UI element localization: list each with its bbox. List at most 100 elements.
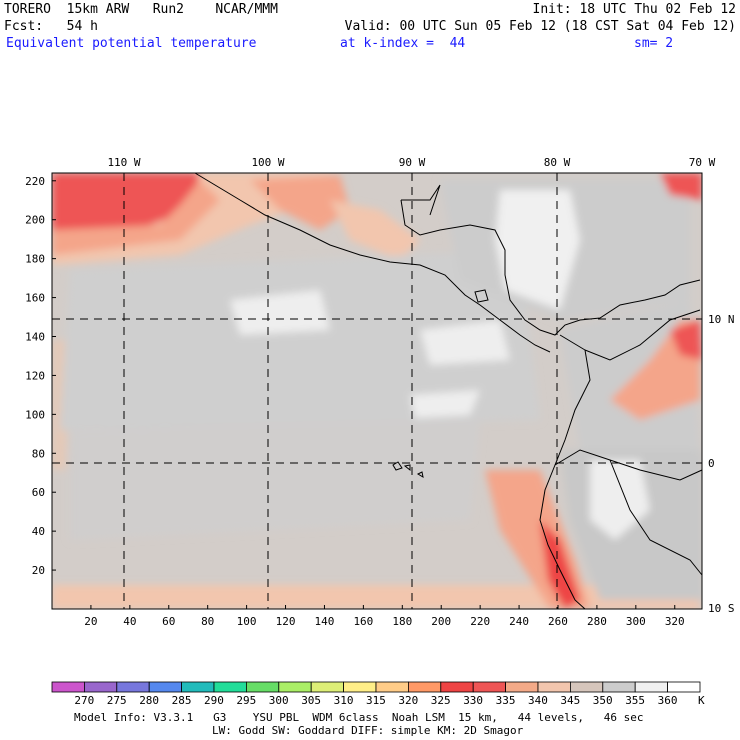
central-america-caribbean-coast bbox=[400, 199, 701, 336]
y-tick-label: 220 bbox=[25, 175, 45, 188]
lon-label-100w: 100 W bbox=[251, 156, 284, 169]
colorbar-swatch bbox=[116, 681, 150, 693]
colorbar-swatch bbox=[570, 681, 604, 693]
colorbar-level-label: 320 bbox=[398, 694, 419, 707]
nw-hot-region bbox=[52, 173, 200, 238]
header-title: TORERO 15km ARW Run2 NCAR/MMM bbox=[4, 2, 278, 17]
x-tick-label: 120 bbox=[276, 615, 296, 628]
x-tick-label: 40 bbox=[123, 615, 136, 628]
lat-label-10n: 10 N bbox=[708, 313, 735, 326]
colorbar-level-label: 355 bbox=[625, 694, 646, 707]
colorbar-swatch bbox=[375, 681, 409, 693]
colorbar-swatch bbox=[602, 681, 636, 693]
caribbean-white bbox=[495, 190, 580, 310]
colorbar-swatch bbox=[537, 681, 571, 693]
plot-frame bbox=[51, 172, 703, 610]
colorbar-level-label: 345 bbox=[560, 694, 581, 707]
yucatan-border bbox=[401, 184, 441, 216]
x-tick-label: 80 bbox=[201, 615, 214, 628]
colorbar-swatch bbox=[245, 681, 280, 693]
colorbar-level-label: 295 bbox=[236, 694, 257, 707]
y-tick-label: 100 bbox=[25, 408, 45, 421]
colorbar-level-label: 300 bbox=[268, 694, 289, 707]
y-tick-label: 160 bbox=[25, 292, 45, 305]
colorbar-swatch bbox=[278, 681, 312, 693]
southern-warm-band bbox=[52, 585, 700, 609]
latitude-labels: 10 N 0 10 S bbox=[708, 313, 735, 615]
colombia-border bbox=[584, 309, 701, 361]
coastlines bbox=[194, 172, 703, 610]
x-tick-label: 200 bbox=[431, 615, 451, 628]
pacific-white-patch-1 bbox=[230, 290, 330, 335]
colorbar-level-label: 335 bbox=[495, 694, 516, 707]
colorbar-swatch bbox=[634, 681, 669, 693]
colorbar-swatch bbox=[148, 681, 182, 693]
colorbar-level-label: 290 bbox=[204, 694, 224, 707]
pacific-white-patch-2 bbox=[420, 320, 510, 365]
x-tick-label: 260 bbox=[548, 615, 568, 628]
lon-label-90w: 90 W bbox=[399, 156, 426, 169]
ne-warm-corner bbox=[660, 173, 702, 200]
x-tick-label: 320 bbox=[665, 615, 685, 628]
colorbar-swatch bbox=[84, 681, 118, 693]
lake-nicaragua bbox=[474, 289, 489, 303]
model-info: Model Info: V3.3.1 G3 YSU PBL WDM 6class… bbox=[74, 711, 644, 724]
y-tick-label: 40 bbox=[32, 525, 45, 538]
pacific-white-patch-3 bbox=[410, 390, 480, 418]
colorbar-level-label: 325 bbox=[430, 694, 451, 707]
peru-hot bbox=[540, 520, 580, 609]
colorbar-swatch bbox=[343, 681, 377, 693]
lat-label-0: 0 bbox=[708, 457, 715, 470]
colorbar-swatch bbox=[181, 681, 215, 693]
colorbar-swatch bbox=[472, 681, 507, 693]
colorbar-swatch bbox=[667, 681, 701, 693]
colorbar bbox=[51, 681, 701, 693]
colorbar-swatch bbox=[310, 681, 345, 693]
lon-label-70w: 70 W bbox=[689, 156, 716, 169]
colorbar-level-label: 305 bbox=[301, 694, 322, 707]
venezuela-hot bbox=[670, 320, 702, 360]
x-tick-label: 220 bbox=[470, 615, 490, 628]
header-valid-time: Valid: 00 UTC Sun 05 Feb 12 (18 CST Sat … bbox=[344, 19, 736, 34]
central-grey-b bbox=[70, 420, 480, 540]
x-tick-label: 300 bbox=[626, 615, 646, 628]
theta-e-field bbox=[52, 173, 702, 609]
colorbar-level-label: 275 bbox=[106, 694, 127, 707]
header-forecast-hour: Fcst: 54 h bbox=[4, 19, 98, 34]
colorbar-swatch bbox=[505, 681, 539, 693]
level-label: at k-index = 44 bbox=[340, 36, 466, 51]
x-tick-label: 100 bbox=[237, 615, 257, 628]
colorbar-unit: K bbox=[698, 694, 705, 707]
header-init-time: Init: 18 UTC Thu 02 Feb 12 bbox=[532, 2, 737, 17]
nw-salmon bbox=[52, 180, 220, 255]
graticule bbox=[52, 173, 702, 609]
south-america-coast bbox=[539, 334, 591, 610]
lon-label-80w: 80 W bbox=[544, 156, 571, 169]
y-tick-label: 180 bbox=[25, 253, 45, 266]
colorbar-level-label: 330 bbox=[463, 694, 484, 707]
y-tick-label: 60 bbox=[32, 486, 45, 499]
x-tick-label: 20 bbox=[84, 615, 97, 628]
physics-info: LW: Godd SW: Goddard DIFF: simple KM: 2D… bbox=[212, 724, 524, 737]
colorbar-level-label: 360 bbox=[657, 694, 678, 707]
colorbar-level-label: 340 bbox=[528, 694, 548, 707]
peru-brazil-border bbox=[609, 459, 703, 576]
x-tick-label: 240 bbox=[509, 615, 529, 628]
x-tick-label: 160 bbox=[353, 615, 373, 628]
ecuador-peru-border bbox=[554, 449, 703, 481]
colorbar-swatch bbox=[407, 681, 442, 693]
x-axis-ticks: 20 40 60 80 100 120 140 160 180 200 220 240 260 280 30… bbox=[84, 605, 685, 628]
y-tick-label: 140 bbox=[25, 331, 45, 344]
y-axis-ticks: 220 200 180 160 140 120 100 80 60 40 20 bbox=[25, 175, 56, 577]
longitude-labels: 110 W 100 W 90 W 80 W 70 W bbox=[107, 156, 715, 169]
lat-label-10s: 10 S bbox=[708, 602, 735, 615]
y-tick-label: 80 bbox=[32, 447, 45, 460]
colorbar-swatch bbox=[440, 681, 474, 693]
x-tick-label: 180 bbox=[392, 615, 412, 628]
colorbar-level-label: 285 bbox=[171, 694, 192, 707]
central-grey-a bbox=[60, 250, 540, 430]
lon-label-110w: 110 W bbox=[107, 156, 140, 169]
colorbar-level-label: 315 bbox=[366, 694, 386, 707]
field-name: Equivalent potential temperature bbox=[6, 36, 257, 51]
colorbar-level-label: 350 bbox=[592, 694, 613, 707]
